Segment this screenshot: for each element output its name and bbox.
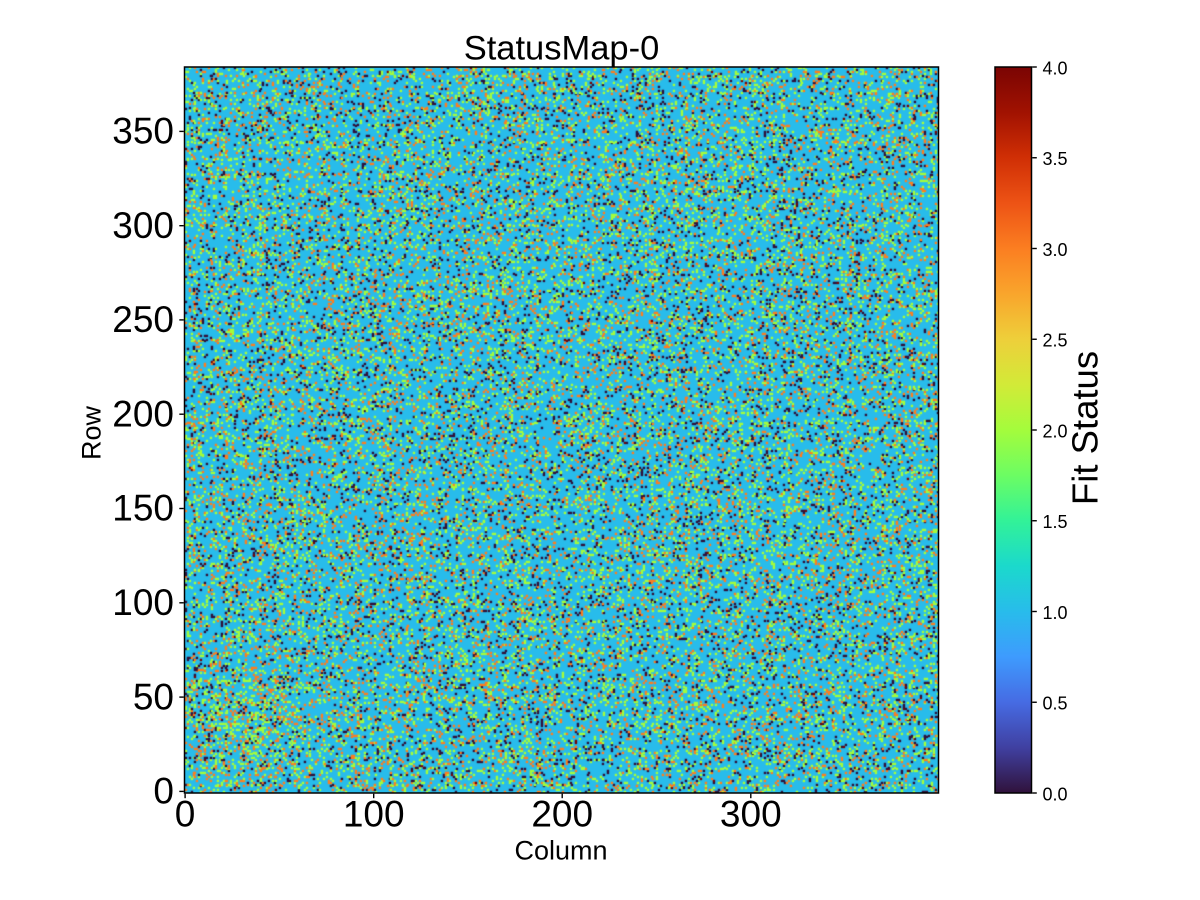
svg-text:350: 350: [112, 111, 174, 152]
svg-text:Column: Column: [514, 836, 607, 866]
svg-text:2.5: 2.5: [1043, 331, 1068, 351]
svg-text:3.5: 3.5: [1043, 149, 1068, 169]
svg-text:0.0: 0.0: [1043, 784, 1068, 804]
svg-text:300: 300: [112, 205, 174, 246]
svg-text:StatusMap-0: StatusMap-0: [464, 30, 660, 68]
svg-text:50: 50: [133, 676, 174, 717]
svg-text:Fit Status: Fit Status: [1065, 351, 1106, 505]
svg-text:100: 100: [343, 794, 405, 835]
svg-text:200: 200: [531, 794, 593, 835]
svg-text:0: 0: [175, 794, 196, 835]
svg-text:200: 200: [112, 393, 174, 434]
svg-text:Row: Row: [77, 405, 107, 460]
svg-text:3.0: 3.0: [1043, 240, 1068, 260]
svg-text:0: 0: [153, 771, 174, 812]
svg-text:1.5: 1.5: [1043, 512, 1068, 532]
svg-text:150: 150: [112, 488, 174, 529]
svg-text:1.0: 1.0: [1043, 603, 1068, 623]
svg-text:100: 100: [112, 582, 174, 623]
svg-text:0.5: 0.5: [1043, 694, 1068, 714]
svg-text:4.0: 4.0: [1043, 58, 1068, 78]
svg-text:300: 300: [720, 794, 782, 835]
svg-text:250: 250: [112, 299, 174, 340]
svg-text:2.0: 2.0: [1043, 421, 1068, 441]
